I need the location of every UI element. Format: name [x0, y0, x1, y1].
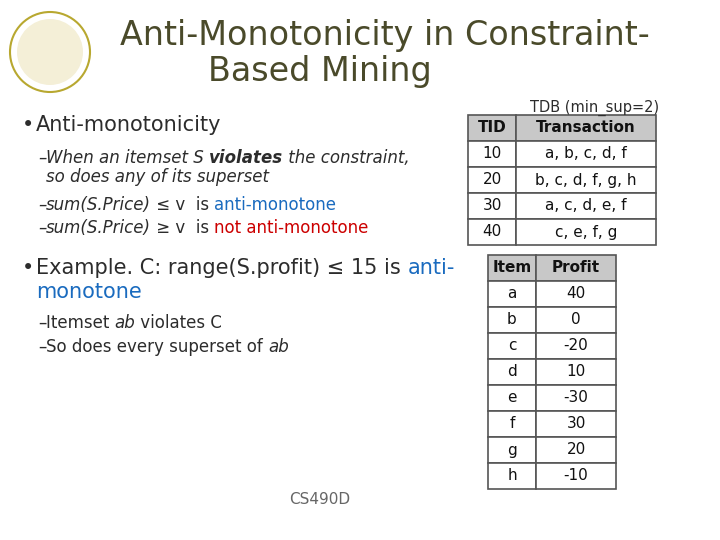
Text: anti-: anti-: [408, 258, 455, 278]
Bar: [536, 437, 616, 463]
Bar: [488, 411, 536, 437]
Text: ab: ab: [268, 338, 289, 356]
Bar: [536, 359, 616, 385]
Text: TDB (min_sup=2): TDB (min_sup=2): [531, 100, 660, 116]
Bar: [468, 219, 516, 245]
Text: Example. C: range(S.profit) ≤ 15 is: Example. C: range(S.profit) ≤ 15 is: [36, 258, 408, 278]
Bar: [516, 219, 656, 245]
Bar: [468, 115, 516, 141]
Text: e: e: [508, 390, 517, 406]
Text: so does any of its superset: so does any of its superset: [46, 168, 269, 186]
Text: Transaction: Transaction: [536, 120, 636, 136]
Bar: [536, 255, 616, 281]
Text: f: f: [509, 416, 515, 431]
Bar: [536, 307, 616, 333]
Text: 0: 0: [571, 313, 581, 327]
Text: d: d: [507, 364, 517, 380]
Text: -20: -20: [564, 339, 588, 354]
Bar: [488, 333, 536, 359]
Text: sum(S.Price): sum(S.Price): [46, 219, 151, 237]
Bar: [488, 463, 536, 489]
Text: Anti-Monotonicity in Constraint-: Anti-Monotonicity in Constraint-: [120, 18, 650, 51]
Text: 30: 30: [567, 416, 585, 431]
Text: anti-monotone: anti-monotone: [215, 196, 336, 214]
Text: ≥ v  is: ≥ v is: [151, 219, 215, 237]
Text: 40: 40: [482, 225, 502, 240]
Text: violates: violates: [209, 149, 283, 167]
Text: b: b: [507, 313, 517, 327]
Text: 40: 40: [567, 287, 585, 301]
Bar: [516, 141, 656, 167]
Text: h: h: [507, 469, 517, 483]
Bar: [516, 193, 656, 219]
Text: CS490D: CS490D: [289, 492, 351, 508]
Text: c, e, f, g: c, e, f, g: [555, 225, 617, 240]
Text: not anti-monotone: not anti-monotone: [215, 219, 369, 237]
Text: •: •: [22, 258, 35, 278]
Text: -10: -10: [564, 469, 588, 483]
Text: Profit: Profit: [552, 260, 600, 275]
Bar: [468, 193, 516, 219]
Bar: [536, 463, 616, 489]
Bar: [488, 385, 536, 411]
Text: –: –: [38, 149, 46, 167]
Text: the constraint,: the constraint,: [283, 149, 410, 167]
Text: 10: 10: [567, 364, 585, 380]
Text: Anti-monotonicity: Anti-monotonicity: [36, 115, 222, 135]
Text: ab: ab: [114, 314, 135, 332]
Text: 20: 20: [482, 172, 502, 187]
Text: –: –: [38, 219, 46, 237]
Bar: [488, 307, 536, 333]
Bar: [516, 167, 656, 193]
Text: 20: 20: [567, 442, 585, 457]
Text: •: •: [22, 115, 35, 135]
Text: –: –: [38, 314, 46, 332]
Text: ≤ v  is: ≤ v is: [151, 196, 215, 214]
Text: -30: -30: [564, 390, 588, 406]
Text: When an itemset S: When an itemset S: [46, 149, 209, 167]
Text: b, c, d, f, g, h: b, c, d, f, g, h: [535, 172, 636, 187]
Bar: [468, 141, 516, 167]
Text: So does every superset of: So does every superset of: [46, 338, 268, 356]
Bar: [516, 115, 656, 141]
Bar: [536, 411, 616, 437]
Text: a, b, c, d, f: a, b, c, d, f: [545, 146, 627, 161]
Text: g: g: [507, 442, 517, 457]
Bar: [536, 333, 616, 359]
Text: Based Mining: Based Mining: [208, 56, 432, 89]
Bar: [488, 255, 536, 281]
Text: –: –: [38, 196, 46, 214]
Circle shape: [17, 19, 83, 85]
Text: a, c, d, e, f: a, c, d, e, f: [545, 199, 626, 213]
Text: violates C: violates C: [135, 314, 222, 332]
Bar: [488, 437, 536, 463]
Text: TID: TID: [477, 120, 506, 136]
Text: a: a: [508, 287, 517, 301]
Text: 30: 30: [482, 199, 502, 213]
Bar: [536, 385, 616, 411]
Text: c: c: [508, 339, 516, 354]
Bar: [536, 281, 616, 307]
Text: 10: 10: [482, 146, 502, 161]
Bar: [468, 167, 516, 193]
Text: –: –: [38, 338, 46, 356]
Bar: [488, 359, 536, 385]
Text: monotone: monotone: [36, 282, 142, 302]
Text: Itemset: Itemset: [46, 314, 114, 332]
Bar: [488, 281, 536, 307]
Text: sum(S.Price): sum(S.Price): [46, 196, 151, 214]
Text: Item: Item: [492, 260, 531, 275]
